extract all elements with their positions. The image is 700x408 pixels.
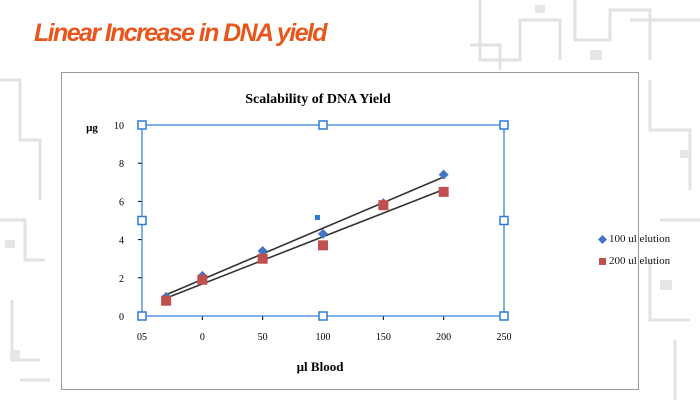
legend-item-series-1: 100 ul elution [598, 233, 671, 245]
data-point-series-1[interactable] [257, 246, 268, 257]
chart-title: Scalability of DNA Yield [245, 92, 391, 107]
x-tick-label: 150 [376, 332, 391, 343]
selection-resize-handle[interactable] [499, 311, 509, 321]
y-tick-label: 4 [119, 236, 124, 247]
selection-resize-handle[interactable] [318, 120, 328, 130]
selection-resize-handle[interactable] [137, 311, 147, 321]
legend-label-series-1: 100 ul elution [609, 233, 671, 245]
y-tick-label: 0 [119, 312, 124, 323]
data-point-series-2[interactable] [161, 295, 172, 306]
x-tick-label: 100 [316, 332, 331, 343]
x-tick-label: 200 [436, 332, 451, 343]
y-tick-label: 8 [119, 159, 124, 170]
legend-item-series-2: 200 ul elution [599, 255, 670, 267]
data-point-series-2[interactable] [257, 253, 268, 264]
trendline-series-2 [165, 188, 444, 299]
selection-resize-handle[interactable] [137, 215, 147, 226]
selection-resize-handle[interactable] [318, 311, 328, 321]
y-tick-label: 10 [114, 121, 124, 132]
plot-area-selection-box[interactable] [141, 124, 505, 317]
data-point-series-2[interactable] [197, 274, 208, 285]
y-tick-label: 6 [119, 197, 124, 208]
data-point-series-2[interactable] [378, 200, 389, 211]
x-tick-label: 250 [497, 332, 512, 343]
y-axis-label: µg [86, 122, 98, 134]
data-point-series-1[interactable] [438, 169, 449, 180]
selection-resize-handle[interactable] [499, 215, 509, 226]
chart-plot[interactable]: Scalability of DNA Yield µg µl Blood 0 2 4… [62, 73, 640, 391]
x-axis-label: µl Blood [297, 359, 345, 374]
legend-label-series-2: 200 ul elution [609, 255, 671, 267]
chart-container[interactable]: Scalability of DNA Yield µg µl Blood 0 2 4… [61, 72, 670, 391]
legend-square-marker [599, 257, 606, 265]
data-point-series-1[interactable] [318, 228, 328, 239]
data-point-series-2[interactable] [318, 240, 328, 251]
x-tick-label: 0 [200, 332, 205, 343]
x-tick-label: 05 [137, 332, 147, 343]
x-tick-label: 50 [258, 332, 268, 343]
legend-diamond-marker [598, 234, 607, 244]
trendline-series-1 [165, 176, 444, 296]
data-point-series-2[interactable] [438, 186, 449, 197]
y-tick-label: 2 [119, 274, 124, 285]
move-handle[interactable] [315, 215, 320, 220]
selection-resize-handle[interactable] [137, 120, 147, 130]
slide-title: Linear Increase in DNA yield [34, 19, 328, 47]
selection-resize-handle[interactable] [499, 120, 509, 130]
